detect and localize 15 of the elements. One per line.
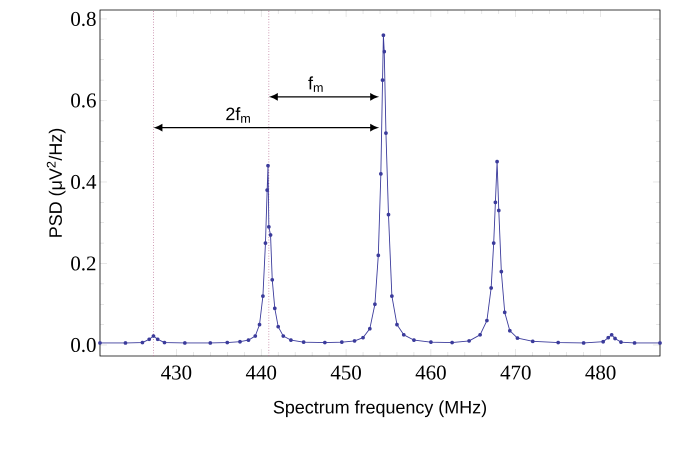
x-tick-label: 470 [500, 366, 531, 380]
x-tick-label: 430 [161, 366, 192, 380]
x-tick-label: 460 [416, 366, 446, 380]
x-tick-label: 440 [246, 366, 276, 380]
y-tick-label: 0.2 [71, 256, 96, 271]
x-axis-title: Spectrum frequency (MHz) [274, 400, 486, 418]
y-tick-label: 0.8 [71, 12, 96, 26]
y-tick-label: 0.4 [71, 174, 96, 190]
y-axis-title: PSD (μV$^{2}$/Hz) [46, 128, 66, 237]
x-tick-label: 450 [330, 366, 361, 380]
y-tick-label: 0.0 [71, 338, 96, 352]
annotation: f$_{m}$ [308, 76, 323, 92]
x-tick-label: 480 [585, 366, 616, 380]
y-tick-label: 0.6 [71, 93, 96, 108]
annotation: 2f$_{m}$ [226, 107, 250, 123]
